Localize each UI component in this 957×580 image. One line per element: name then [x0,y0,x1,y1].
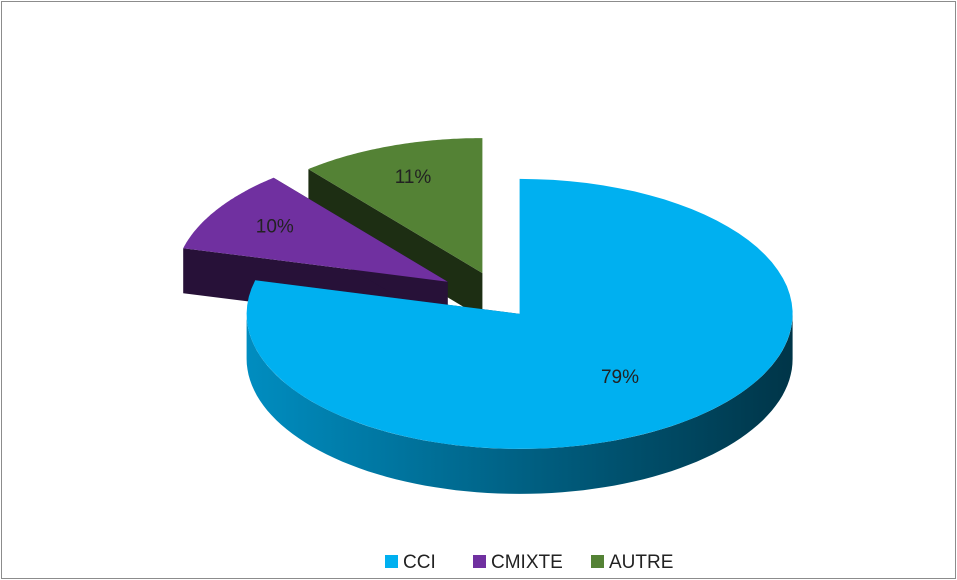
legend-label: AUTRE [609,552,673,573]
legend-swatch [385,555,398,568]
slice-side [246,313,793,494]
legend-swatch [591,555,604,568]
legend-label: CMIXTE [491,552,563,573]
data-label: 11% [395,167,432,188]
data-label: 10% [256,216,294,237]
legend-swatch [473,555,486,568]
data-label: 79% [601,367,639,388]
slice [308,138,483,274]
slice [246,178,793,449]
slice [183,177,448,282]
legend-label: CCI [403,552,436,573]
